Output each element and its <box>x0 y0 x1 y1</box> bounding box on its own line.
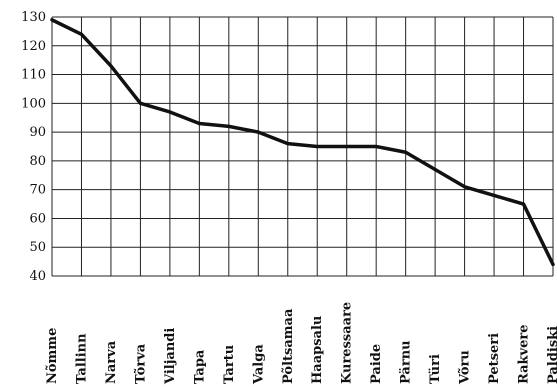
x-tick-label: Pärnu <box>399 340 414 384</box>
data-point <box>492 193 496 197</box>
x-tick-label: Paide <box>369 344 384 384</box>
data-point <box>404 150 408 154</box>
data-point <box>315 145 319 148</box>
x-tick-label: Võru <box>458 350 473 385</box>
x-tick-label: Nõmme <box>45 328 60 384</box>
y-tick-label: 60 <box>29 211 46 226</box>
x-tick-label: Viljandi <box>163 328 178 385</box>
x-tick-label: Tõrva <box>133 343 148 384</box>
data-point <box>109 64 113 68</box>
x-tick-label: Põltsamaa <box>281 308 296 384</box>
x-tick-label: Türi <box>428 354 443 384</box>
series-layer <box>50 18 555 267</box>
x-tick-label: Rakvere <box>517 325 532 384</box>
x-tick-label: Tallinn <box>74 333 89 384</box>
y-axis-ticks: 40 50 60 70 80 90 100 110 120 130 <box>21 10 46 284</box>
data-point <box>138 101 142 105</box>
data-point <box>433 168 437 172</box>
x-tick-label: Haapsalu <box>310 316 325 384</box>
data-point <box>50 18 54 22</box>
data-point <box>551 262 555 266</box>
series-line <box>50 18 555 267</box>
x-tick-label: Tartu <box>222 345 237 384</box>
y-tick-label: 100 <box>21 96 46 111</box>
x-tick-label: Petseri <box>487 333 502 384</box>
data-point <box>227 124 231 128</box>
x-tick-label: Narva <box>104 340 119 384</box>
data-point <box>522 202 526 206</box>
x-tick-label: Tapa <box>192 349 207 384</box>
data-point <box>286 142 290 146</box>
x-tick-label: Valga <box>251 344 266 385</box>
y-tick-label: 110 <box>21 68 46 83</box>
x-tick-label: Kuressaare <box>340 302 355 384</box>
data-point <box>463 185 467 189</box>
y-tick-label: 120 <box>21 39 46 54</box>
data-point <box>197 121 201 125</box>
y-tick-label: 50 <box>29 240 46 255</box>
data-point <box>345 145 349 148</box>
data-point <box>256 130 260 134</box>
y-tick-label: 130 <box>21 10 46 25</box>
y-tick-label: 40 <box>29 269 46 284</box>
x-tick-label: Paldiski <box>546 326 557 384</box>
y-tick-label: 80 <box>29 154 46 169</box>
y-tick-label: 90 <box>29 125 46 140</box>
data-point <box>374 145 378 148</box>
x-axis-ticks: Nõmme Tallinn Narva Tõrva Viljandi Tapa Tartu V… <box>45 302 557 385</box>
data-point <box>79 32 83 36</box>
y-tick-label: 70 <box>29 183 46 198</box>
data-point <box>168 110 172 114</box>
